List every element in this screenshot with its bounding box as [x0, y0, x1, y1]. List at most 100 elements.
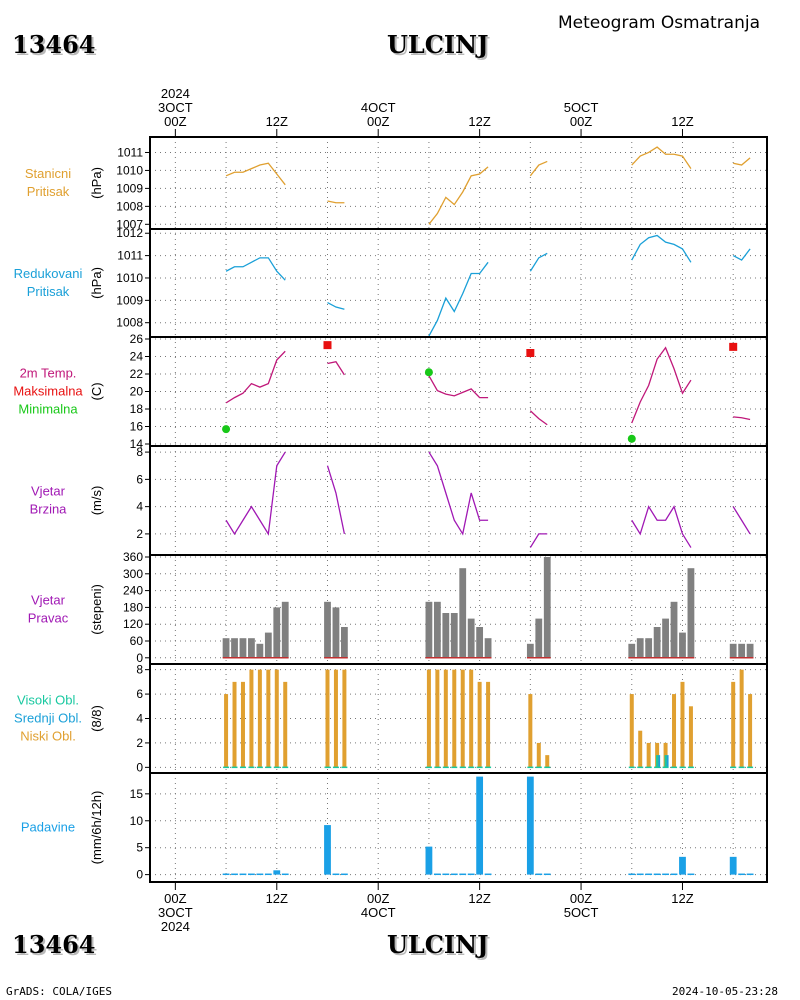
tmin-marker — [424, 368, 433, 377]
bar-low-cloud — [680, 681, 685, 768]
y-tick-label: 360 — [123, 550, 143, 564]
y-tick-label: 1012 — [116, 226, 143, 240]
bar — [273, 870, 281, 875]
y-tick-label: 1010 — [116, 271, 143, 285]
bar — [340, 873, 348, 876]
bar — [281, 873, 289, 876]
series-line — [327, 361, 345, 376]
series-line — [732, 248, 751, 261]
bar-low-cloud — [266, 669, 271, 768]
bar — [281, 601, 289, 658]
y-tick-label: 240 — [123, 584, 143, 598]
x-tick-label-bottom: 00Z — [570, 891, 592, 906]
y-tick-label: 180 — [123, 600, 143, 614]
bar — [222, 873, 230, 876]
bar — [340, 627, 348, 658]
y-tick-label: 8 — [136, 445, 143, 459]
y-tick-label: 1011 — [117, 249, 143, 263]
panel-label: Pritisak — [27, 284, 70, 299]
x-tick-label-top: 3OCT — [158, 100, 193, 115]
y-axis-label: (stepeni) — [89, 584, 104, 635]
bar — [670, 601, 678, 658]
bar — [256, 643, 264, 658]
bar — [425, 846, 433, 875]
y-tick-label: 4 — [136, 712, 143, 726]
x-tick-label-top: 2024 — [161, 86, 190, 101]
panel-precipitation — [145, 772, 768, 883]
x-tick-label-top: 00Z — [570, 114, 592, 129]
bar — [476, 627, 484, 658]
bar — [459, 568, 467, 658]
bar — [459, 873, 467, 876]
y-tick-label: 22 — [130, 367, 144, 381]
y-tick-label: 1009 — [116, 181, 143, 195]
y-tick-label: 1008 — [116, 199, 143, 213]
series-line — [225, 350, 286, 404]
series-line — [327, 301, 345, 310]
bar-low-cloud — [663, 742, 668, 768]
bar-low-cloud — [486, 681, 491, 768]
bar — [324, 601, 331, 658]
bar-low-cloud — [477, 681, 482, 768]
y-tick-label: 8 — [136, 663, 143, 677]
panel-temperature — [145, 336, 768, 447]
bar-low-cloud — [257, 669, 262, 768]
bar-low-cloud — [452, 669, 457, 768]
x-tick-label-bottom: 5OCT — [564, 905, 599, 920]
y-tick-label: 5 — [136, 841, 143, 855]
bar — [738, 643, 746, 658]
panel-clouds — [145, 663, 768, 774]
series-line — [529, 252, 548, 272]
x-tick-label-bottom: 00Z — [164, 891, 186, 906]
bar — [729, 856, 737, 875]
bar — [248, 638, 255, 658]
series-line — [428, 261, 489, 337]
bar-low-cloud — [528, 694, 533, 768]
bar — [332, 873, 340, 876]
x-tick-label-top: 4OCT — [361, 100, 396, 115]
y-tick-label: 120 — [123, 617, 143, 631]
series-line — [428, 166, 489, 225]
bar — [628, 873, 636, 876]
bar — [662, 873, 669, 876]
bar — [535, 618, 543, 658]
footer-timestamp: 2024-10-05-23:28 — [672, 985, 778, 998]
y-tick-label: 24 — [130, 350, 144, 364]
series-line — [733, 157, 751, 166]
bar-low-cloud — [426, 669, 431, 768]
bar-low-cloud — [638, 730, 643, 768]
y-tick-label: 0 — [136, 760, 143, 774]
x-tick-label-top: 12Z — [468, 114, 490, 129]
series-line — [631, 146, 692, 169]
chart-title: Meteogram Osmatranja — [558, 13, 761, 33]
panel-frame — [149, 136, 768, 230]
series-line — [225, 451, 286, 536]
bar — [526, 643, 534, 658]
y-tick-label: 10 — [130, 814, 144, 828]
bar — [239, 638, 247, 658]
bar — [645, 873, 653, 876]
x-tick-label-top: 5OCT — [564, 100, 599, 115]
y-axis-label: (C) — [89, 382, 104, 400]
series-line — [428, 375, 489, 399]
y-axis-label: (hPa) — [89, 267, 104, 299]
bar — [687, 568, 695, 658]
x-tick-label-bottom: 12Z — [468, 891, 490, 906]
x-tick-label-bottom: 00Z — [367, 891, 389, 906]
y-tick-label: 0 — [136, 868, 143, 882]
bar — [467, 618, 475, 658]
bar — [484, 638, 492, 658]
y-tick-label: 1010 — [116, 163, 143, 177]
tmax-marker — [323, 341, 332, 350]
bar — [746, 643, 754, 658]
panel-label: 2m Temp. — [20, 366, 77, 381]
panel-frame — [149, 445, 768, 556]
y-tick-label: 1009 — [116, 293, 143, 307]
bar — [636, 638, 644, 658]
bar — [679, 632, 686, 658]
panel-label: Stanicni — [25, 166, 71, 181]
series-line — [631, 505, 692, 548]
bar — [543, 557, 551, 658]
panel-label: Maksimalna — [13, 384, 83, 399]
